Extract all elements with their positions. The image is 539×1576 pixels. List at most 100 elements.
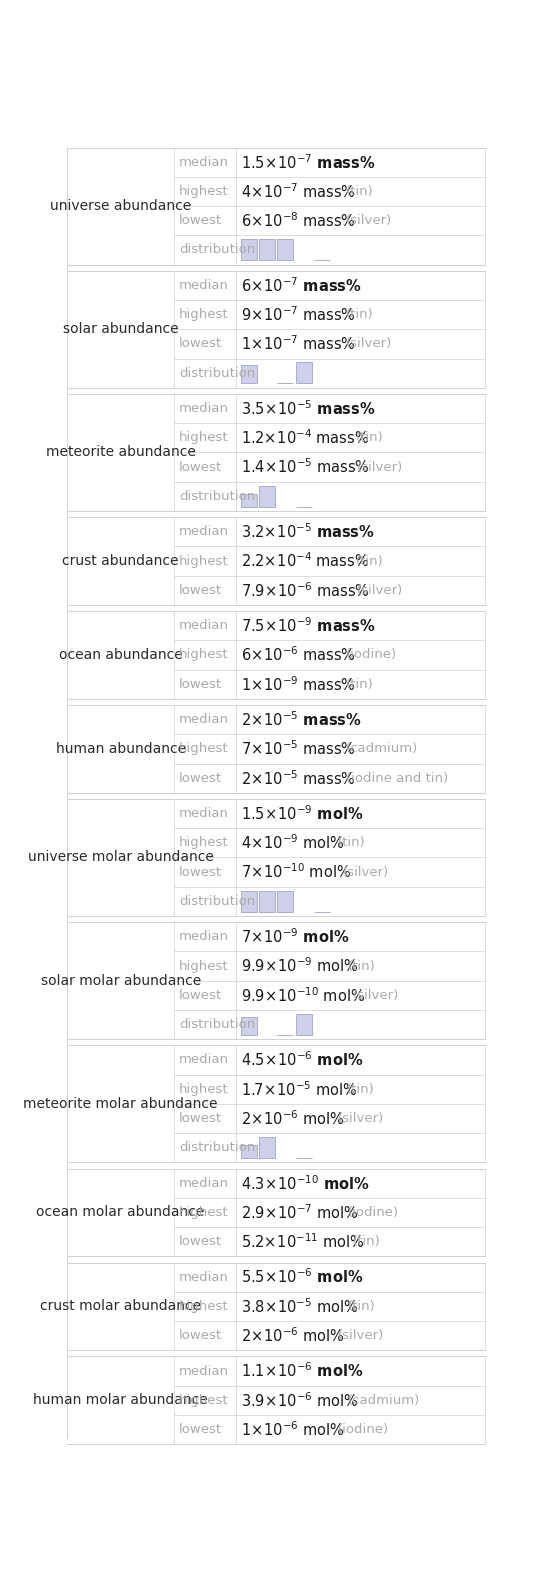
Text: lowest: lowest	[179, 865, 222, 878]
Text: $2.9\!\times\!10^{-7}$ mol%: $2.9\!\times\!10^{-7}$ mol%	[241, 1202, 358, 1221]
Text: solar abundance: solar abundance	[63, 322, 178, 336]
Bar	[241, 493, 257, 506]
Text: (silver): (silver)	[357, 583, 403, 597]
Text: $9\!\times\!10^{-7}$ mass%: $9\!\times\!10^{-7}$ mass%	[241, 306, 356, 325]
Bar	[241, 240, 257, 260]
Text: $1\!\times\!10^{-7}$ mass%: $1\!\times\!10^{-7}$ mass%	[241, 334, 356, 353]
Text: (cadmium): (cadmium)	[346, 742, 418, 755]
Bar	[241, 1017, 257, 1035]
Text: $7.9\!\times\!10^{-6}$ mass%: $7.9\!\times\!10^{-6}$ mass%	[241, 582, 370, 599]
Text: $2\!\times\!10^{-5}$ mass%: $2\!\times\!10^{-5}$ mass%	[241, 769, 356, 788]
Text: highest: highest	[179, 1083, 229, 1095]
Text: median: median	[179, 1053, 229, 1067]
Text: lowest: lowest	[179, 678, 222, 690]
Text: universe molar abundance: universe molar abundance	[27, 851, 213, 865]
Text: $1\!\times\!10^{-6}$ mol%: $1\!\times\!10^{-6}$ mol%	[241, 1420, 344, 1439]
Text: median: median	[179, 714, 229, 727]
Text: highest: highest	[179, 1206, 229, 1218]
Text: (tin): (tin)	[346, 184, 374, 199]
Text: median: median	[179, 930, 229, 944]
Text: highest: highest	[179, 742, 229, 755]
Text: human molar abundance: human molar abundance	[33, 1393, 208, 1407]
Text: $9.9\!\times\!10^{-9}$ mol%: $9.9\!\times\!10^{-9}$ mol%	[241, 957, 358, 976]
Text: (silver): (silver)	[346, 214, 392, 227]
Text: $1.7\!\times\!10^{-5}$ mol%: $1.7\!\times\!10^{-5}$ mol%	[241, 1080, 357, 1098]
Text: (tin): (tin)	[346, 678, 374, 690]
Text: highest: highest	[179, 1393, 229, 1407]
Text: $3.8\!\times\!10^{-5}$ mol%: $3.8\!\times\!10^{-5}$ mol%	[241, 1297, 358, 1316]
Bar	[296, 1013, 312, 1035]
Text: median: median	[179, 1365, 229, 1377]
Bar	[259, 240, 275, 260]
Text: meteorite molar abundance: meteorite molar abundance	[23, 1097, 218, 1111]
Bar	[241, 890, 257, 911]
Text: distribution: distribution	[179, 367, 255, 380]
Text: $7\!\times\!10^{-9}$ mol%: $7\!\times\!10^{-9}$ mol%	[241, 927, 349, 946]
Text: meteorite abundance: meteorite abundance	[46, 446, 196, 460]
Text: median: median	[179, 402, 229, 414]
Bar	[241, 366, 257, 383]
Text: $4\!\times\!10^{-9}$ mol%: $4\!\times\!10^{-9}$ mol%	[241, 834, 344, 853]
Text: (iodine): (iodine)	[346, 648, 397, 662]
Text: highest: highest	[179, 837, 229, 849]
Text: ocean molar abundance: ocean molar abundance	[37, 1206, 205, 1220]
Text: $2\!\times\!10^{-6}$ mol%: $2\!\times\!10^{-6}$ mol%	[241, 1110, 344, 1128]
Text: lowest: lowest	[179, 214, 222, 227]
Text: (tin): (tin)	[347, 1083, 375, 1095]
Text: $3.9\!\times\!10^{-6}$ mol%: $3.9\!\times\!10^{-6}$ mol%	[241, 1392, 358, 1409]
Bar	[296, 362, 312, 383]
Text: $2\!\times\!10^{-6}$ mol%: $2\!\times\!10^{-6}$ mol%	[241, 1327, 344, 1344]
Bar	[259, 1136, 275, 1158]
Text: (silver): (silver)	[346, 337, 392, 350]
Bar	[259, 890, 275, 911]
Text: $7\!\times\!10^{-10}$ mol%: $7\!\times\!10^{-10}$ mol%	[241, 862, 351, 881]
Text: $1.1\!\times\!10^{-6}$ mol%: $1.1\!\times\!10^{-6}$ mol%	[241, 1362, 363, 1381]
Text: highest: highest	[179, 555, 229, 567]
Text: lowest: lowest	[179, 988, 222, 1002]
Text: (tin): (tin)	[337, 837, 365, 849]
Text: lowest: lowest	[179, 1423, 222, 1436]
Text: $6\!\times\!10^{-7}$ mass%: $6\!\times\!10^{-7}$ mass%	[241, 276, 362, 295]
Text: $4.3\!\times\!10^{-10}$ mol%: $4.3\!\times\!10^{-10}$ mol%	[241, 1174, 370, 1193]
Text: highest: highest	[179, 960, 229, 972]
Text: distribution: distribution	[179, 243, 255, 257]
Text: $6\!\times\!10^{-6}$ mass%: $6\!\times\!10^{-6}$ mass%	[241, 646, 356, 665]
Text: $7.5\!\times\!10^{-9}$ mass%: $7.5\!\times\!10^{-9}$ mass%	[241, 616, 375, 635]
Text: (silver): (silver)	[337, 1113, 384, 1125]
Text: distribution: distribution	[179, 490, 255, 503]
Text: median: median	[179, 279, 229, 292]
Text: $1\!\times\!10^{-9}$ mass%: $1\!\times\!10^{-9}$ mass%	[241, 675, 356, 693]
Text: $9.9\!\times\!10^{-10}$ mol%: $9.9\!\times\!10^{-10}$ mol%	[241, 987, 365, 1004]
Text: (tin): (tin)	[356, 555, 384, 567]
Text: (tin): (tin)	[346, 309, 374, 322]
Text: median: median	[179, 525, 229, 539]
Text: solar molar abundance: solar molar abundance	[40, 974, 201, 988]
Text: highest: highest	[179, 184, 229, 199]
Text: distribution: distribution	[179, 895, 255, 908]
Text: (silver): (silver)	[342, 865, 389, 878]
Text: (tin): (tin)	[353, 1236, 381, 1248]
Text: $6\!\times\!10^{-8}$ mass%: $6\!\times\!10^{-8}$ mass%	[241, 211, 356, 230]
Text: (iodine): (iodine)	[348, 1206, 399, 1218]
Text: lowest: lowest	[179, 1113, 222, 1125]
Text: lowest: lowest	[179, 460, 222, 474]
Text: (iodine and tin): (iodine and tin)	[346, 772, 448, 785]
Text: (silver): (silver)	[337, 1329, 384, 1343]
Text: $1.4\!\times\!10^{-5}$ mass%: $1.4\!\times\!10^{-5}$ mass%	[241, 457, 370, 476]
Text: highest: highest	[179, 648, 229, 662]
Text: $4\!\times\!10^{-7}$ mass%: $4\!\times\!10^{-7}$ mass%	[241, 183, 356, 200]
Text: $7\!\times\!10^{-5}$ mass%: $7\!\times\!10^{-5}$ mass%	[241, 739, 356, 758]
Text: $5.5\!\times\!10^{-6}$ mol%: $5.5\!\times\!10^{-6}$ mol%	[241, 1267, 363, 1286]
Text: $1.5\!\times\!10^{-7}$ mass%: $1.5\!\times\!10^{-7}$ mass%	[241, 153, 375, 172]
Text: highest: highest	[179, 1300, 229, 1313]
Text: lowest: lowest	[179, 772, 222, 785]
Text: $2.2\!\times\!10^{-4}$ mass%: $2.2\!\times\!10^{-4}$ mass%	[241, 552, 369, 571]
Text: highest: highest	[179, 309, 229, 322]
Text: highest: highest	[179, 432, 229, 444]
Text: human abundance: human abundance	[56, 742, 186, 756]
Text: $4.5\!\times\!10^{-6}$ mol%: $4.5\!\times\!10^{-6}$ mol%	[241, 1051, 363, 1070]
Text: crust molar abundance: crust molar abundance	[40, 1299, 201, 1313]
Text: (tin): (tin)	[356, 432, 384, 444]
Text: universe abundance: universe abundance	[50, 199, 191, 213]
Text: lowest: lowest	[179, 583, 222, 597]
